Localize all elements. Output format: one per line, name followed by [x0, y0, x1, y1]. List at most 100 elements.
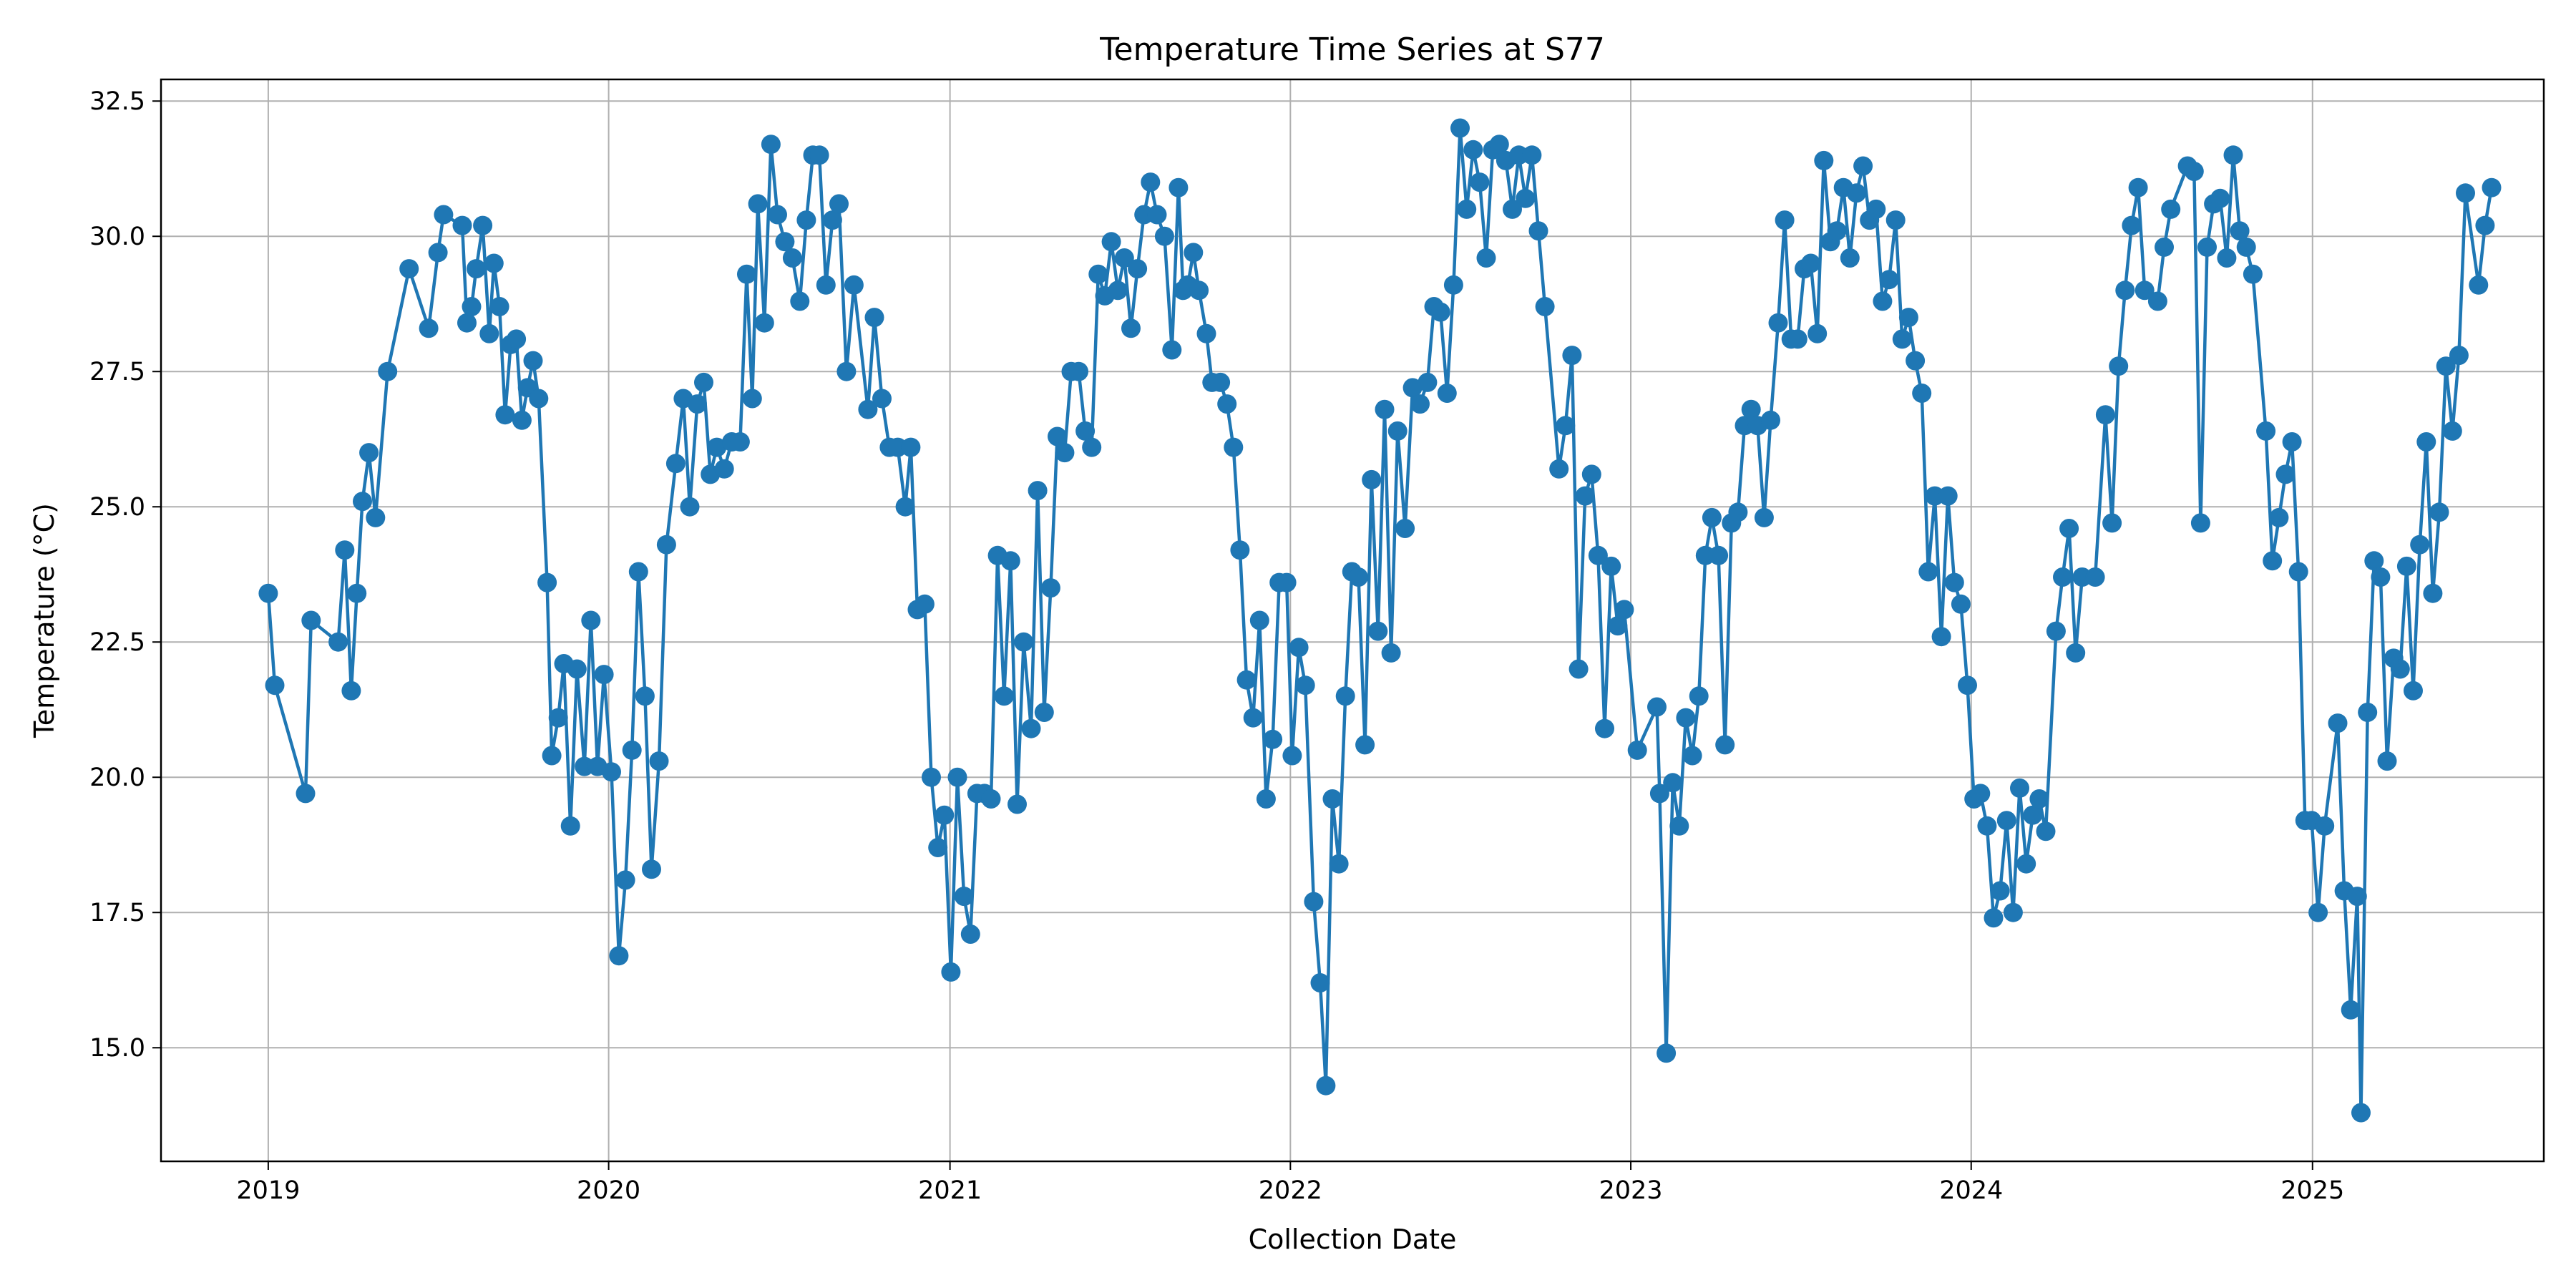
- data-point: [2230, 221, 2250, 241]
- data-point: [1082, 437, 1102, 457]
- data-point: [2036, 821, 2056, 841]
- data-point: [656, 535, 676, 555]
- data-point: [479, 323, 499, 343]
- data-point: [1556, 416, 1576, 436]
- data-point: [954, 887, 974, 907]
- data-point: [1918, 562, 1938, 582]
- data-point: [1728, 502, 1748, 522]
- data-point: [1075, 421, 1096, 441]
- data-point: [941, 962, 961, 982]
- data-point: [366, 507, 386, 527]
- data-point: [2109, 356, 2129, 376]
- data-point: [2423, 583, 2443, 603]
- data-point: [1996, 811, 2016, 831]
- data-point: [328, 632, 348, 652]
- data-point: [2475, 215, 2495, 235]
- data-point: [2396, 556, 2416, 576]
- data-point: [1028, 481, 1048, 501]
- data-point: [1211, 372, 1231, 392]
- data-point: [615, 870, 635, 890]
- data-point: [1516, 188, 1536, 208]
- data-point: [2016, 854, 2036, 874]
- data-point: [1601, 556, 1621, 576]
- x-tick-label: 2021: [918, 1176, 982, 1205]
- chart-title: Temperature Time Series at S77: [1099, 31, 1605, 68]
- data-point: [1349, 567, 1368, 587]
- data-point: [1316, 1075, 1336, 1096]
- data-point: [1649, 784, 1669, 804]
- data-point: [1971, 784, 1991, 804]
- data-point: [960, 924, 980, 944]
- data-point: [1951, 594, 1971, 614]
- data-point: [1230, 540, 1250, 560]
- data-point: [1682, 746, 1702, 766]
- data-point: [1169, 177, 1189, 197]
- data-point: [981, 789, 1001, 809]
- data-point: [1034, 703, 1054, 722]
- y-tick-label: 20.0: [89, 763, 145, 792]
- x-axis-label: Collection Date: [1249, 1224, 1457, 1255]
- x-tick-label: 2025: [2280, 1176, 2344, 1205]
- data-point: [1522, 145, 1542, 165]
- data-point: [1549, 459, 1569, 479]
- data-point: [2341, 1000, 2361, 1020]
- data-point: [2377, 751, 2397, 771]
- data-point: [581, 610, 601, 630]
- data-point: [2469, 275, 2489, 295]
- data-point: [428, 243, 448, 263]
- data-point: [922, 767, 941, 787]
- data-point: [790, 291, 810, 311]
- data-point: [1958, 675, 1977, 696]
- data-point: [1443, 275, 1463, 295]
- data-point: [2135, 280, 2155, 301]
- data-point: [768, 205, 787, 225]
- data-point: [1476, 248, 1496, 268]
- data-point: [1575, 486, 1595, 506]
- data-point: [2315, 816, 2335, 836]
- data-point: [2347, 887, 2367, 907]
- data-point: [378, 361, 398, 381]
- data-point: [2449, 346, 2469, 366]
- data-point: [1154, 226, 1174, 246]
- data-point: [836, 361, 857, 381]
- data-point: [642, 859, 661, 879]
- data-point: [2223, 145, 2243, 165]
- data-point: [2236, 237, 2256, 257]
- data-point: [1263, 729, 1283, 749]
- data-point: [560, 816, 580, 836]
- data-point: [1000, 551, 1020, 571]
- data-point: [1381, 643, 1401, 663]
- data-point: [1249, 610, 1269, 630]
- data-point: [2275, 464, 2296, 484]
- data-point: [1121, 318, 1141, 338]
- data-point: [1827, 221, 1847, 241]
- data-point: [2390, 659, 2410, 679]
- data-point: [1892, 329, 1912, 349]
- data-point: [1581, 464, 1601, 484]
- data-point: [2190, 513, 2210, 533]
- data-point: [2256, 421, 2276, 441]
- data-point: [594, 665, 614, 685]
- data-point: [680, 497, 700, 517]
- data-point: [1715, 735, 1735, 755]
- data-point: [1866, 199, 1886, 219]
- data-point: [1114, 248, 1134, 268]
- data-point: [2095, 405, 2115, 425]
- data-point: [341, 680, 361, 701]
- data-point: [737, 264, 756, 284]
- data-point: [864, 308, 884, 328]
- y-axis-label: Temperature (°C): [29, 503, 60, 738]
- data-point: [1162, 340, 1182, 360]
- data-point: [1503, 199, 1522, 219]
- data-point: [2436, 356, 2456, 376]
- data-point: [2243, 264, 2263, 284]
- data-point: [1322, 789, 1342, 809]
- data-point: [895, 497, 915, 517]
- data-point: [2128, 177, 2148, 197]
- y-tick-label: 15.0: [89, 1034, 145, 1063]
- data-point: [399, 259, 419, 279]
- data-point: [1128, 259, 1148, 279]
- data-point: [537, 572, 557, 592]
- data-point: [296, 784, 316, 804]
- data-point: [1801, 253, 1821, 273]
